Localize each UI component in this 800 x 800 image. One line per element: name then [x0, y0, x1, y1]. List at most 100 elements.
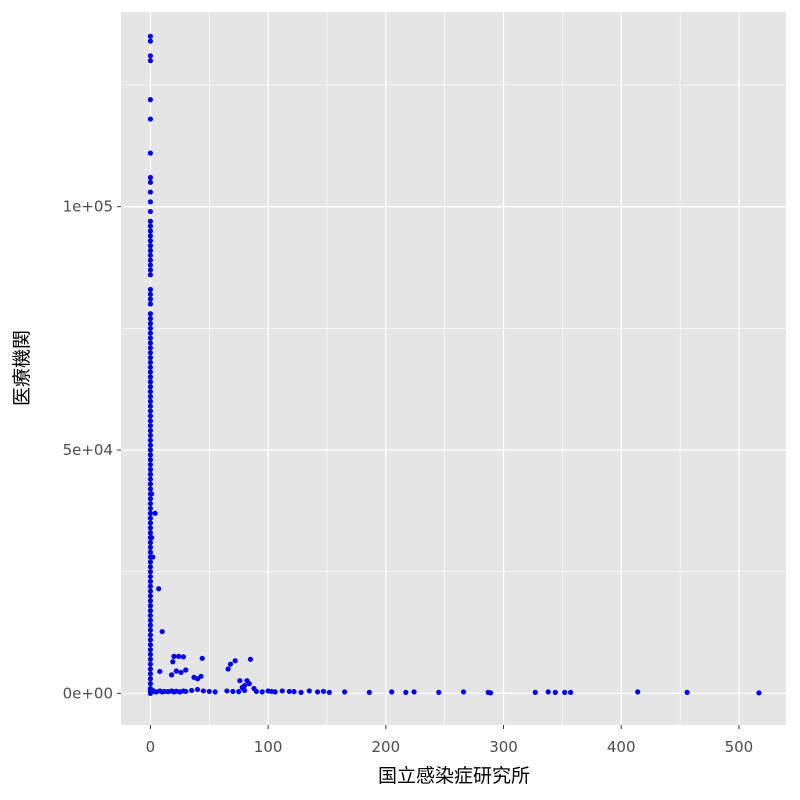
data-point: [487, 690, 494, 696]
data-point: [147, 179, 154, 185]
data-point: [147, 432, 154, 439]
data-point: [147, 345, 154, 351]
data-point: [147, 97, 154, 103]
data-point: [147, 189, 154, 195]
data-point: [147, 442, 154, 448]
x-tick-label: 500: [725, 738, 754, 756]
data-point: [147, 247, 154, 254]
data-point: [147, 359, 154, 366]
data-point: [532, 689, 538, 695]
data-point: [568, 689, 574, 695]
data-point: [147, 466, 154, 473]
data-point: [147, 496, 154, 502]
data-point: [259, 689, 265, 695]
data-point: [147, 413, 154, 419]
data-point: [156, 586, 162, 592]
data-point: [147, 622, 154, 628]
data-point: [147, 272, 154, 278]
data-point: [246, 681, 252, 687]
data-point: [159, 628, 165, 635]
data-point: [147, 569, 154, 575]
data-point: [237, 678, 243, 684]
data-point: [241, 687, 248, 694]
data-point: [147, 174, 154, 181]
data-point: [147, 642, 154, 648]
data-point: [562, 689, 568, 695]
data-point: [147, 208, 154, 215]
data-point: [342, 689, 348, 695]
y-tick-label: 0e+00: [63, 684, 113, 702]
data-point: [194, 686, 201, 693]
data-point: [147, 549, 154, 555]
data-point: [150, 554, 156, 560]
data-point: [366, 689, 372, 695]
data-point: [147, 559, 154, 565]
y-axis-title: 医療機関: [11, 330, 33, 406]
data-point: [147, 525, 154, 531]
data-point: [147, 681, 154, 687]
data-point: [147, 418, 154, 424]
data-point: [147, 393, 154, 400]
data-point: [147, 608, 154, 614]
data-point: [147, 291, 154, 297]
data-point: [147, 369, 154, 375]
data-point: [147, 379, 154, 385]
data-point: [147, 58, 154, 64]
data-point: [411, 689, 417, 695]
x-tick-label: 200: [372, 738, 401, 756]
data-point: [147, 462, 154, 468]
x-tick-label: 300: [489, 738, 518, 756]
data-point: [147, 150, 154, 156]
data-point: [147, 447, 154, 453]
data-point: [152, 510, 158, 516]
data-point: [225, 666, 231, 672]
data-point: [147, 340, 154, 346]
data-point: [147, 530, 154, 536]
data-point: [545, 689, 551, 695]
data-point: [147, 384, 154, 390]
data-point: [147, 354, 154, 361]
data-point: [147, 116, 154, 122]
data-point: [147, 505, 154, 512]
data-point: [169, 672, 175, 678]
data-point: [157, 668, 163, 675]
data-point: [320, 688, 327, 695]
data-point: [147, 457, 154, 463]
y-tick-label: 1e+05: [63, 198, 113, 216]
data-point: [232, 658, 238, 664]
data-point: [227, 661, 234, 667]
data-point: [279, 688, 285, 694]
data-point: [147, 296, 154, 302]
y-tick-label: 5e+04: [63, 441, 113, 459]
data-point: [147, 350, 154, 356]
data-point: [180, 654, 186, 660]
data-point: [147, 632, 154, 638]
data-point: [552, 689, 558, 695]
data-point: [149, 535, 155, 541]
data-point: [147, 486, 154, 492]
data-point: [147, 515, 154, 521]
data-point: [147, 437, 154, 443]
data-point: [756, 690, 762, 696]
data-point: [147, 573, 154, 580]
data-point: [189, 687, 195, 694]
data-point: [147, 656, 154, 662]
data-point: [147, 403, 154, 409]
data-point: [291, 689, 297, 695]
data-point: [147, 676, 154, 682]
data-point: [147, 564, 154, 570]
data-point: [460, 689, 467, 695]
data-point: [147, 228, 154, 234]
data-point: [147, 301, 154, 307]
data-point: [286, 688, 292, 695]
data-point: [147, 364, 154, 370]
x-axis-ticks: 0 100 200 300 400 500: [146, 725, 754, 756]
data-point: [247, 656, 254, 662]
data-point: [272, 689, 278, 695]
data-point: [147, 651, 154, 658]
data-point: [306, 688, 312, 694]
data-point: [149, 491, 155, 497]
data-point: [147, 603, 154, 609]
data-point: [170, 659, 176, 665]
data-point: [684, 689, 690, 695]
